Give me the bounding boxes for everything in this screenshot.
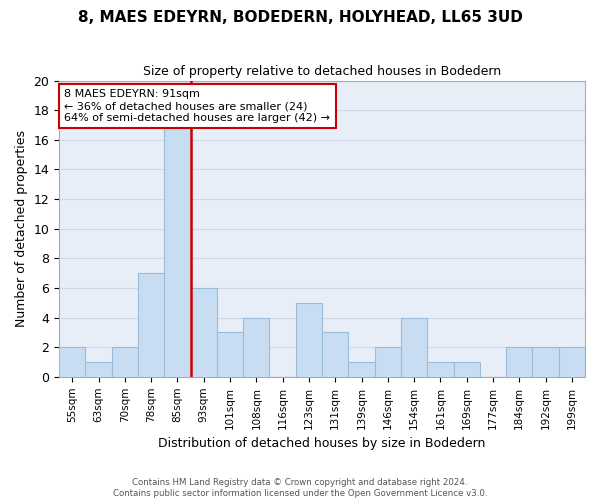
Y-axis label: Number of detached properties: Number of detached properties xyxy=(15,130,28,327)
Bar xyxy=(243,318,269,377)
Bar xyxy=(427,362,454,377)
Bar xyxy=(322,332,349,377)
Bar xyxy=(532,347,559,377)
Text: 8 MAES EDEYRN: 91sqm
← 36% of detached houses are smaller (24)
64% of semi-detac: 8 MAES EDEYRN: 91sqm ← 36% of detached h… xyxy=(64,90,331,122)
Bar xyxy=(85,362,112,377)
X-axis label: Distribution of detached houses by size in Bodedern: Distribution of detached houses by size … xyxy=(158,437,486,450)
Bar xyxy=(59,347,85,377)
Text: 8, MAES EDEYRN, BODEDERN, HOLYHEAD, LL65 3UD: 8, MAES EDEYRN, BODEDERN, HOLYHEAD, LL65… xyxy=(77,10,523,25)
Title: Size of property relative to detached houses in Bodedern: Size of property relative to detached ho… xyxy=(143,65,501,78)
Bar xyxy=(217,332,243,377)
Bar xyxy=(191,288,217,377)
Bar xyxy=(296,303,322,377)
Bar xyxy=(349,362,374,377)
Bar xyxy=(506,347,532,377)
Bar xyxy=(374,347,401,377)
Bar xyxy=(112,347,138,377)
Bar xyxy=(164,125,191,377)
Bar xyxy=(559,347,585,377)
Bar xyxy=(138,273,164,377)
Bar xyxy=(401,318,427,377)
Bar xyxy=(454,362,480,377)
Text: Contains HM Land Registry data © Crown copyright and database right 2024.
Contai: Contains HM Land Registry data © Crown c… xyxy=(113,478,487,498)
